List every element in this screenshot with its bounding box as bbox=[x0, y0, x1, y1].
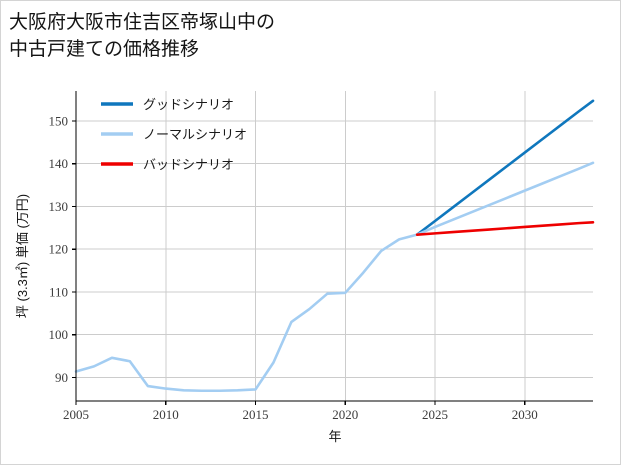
tick-labels: 2005 2010 2015 2020 2025 2030 90 100 110 120 130 14… bbox=[49, 113, 538, 422]
x-tick-label: 2010 bbox=[153, 407, 179, 422]
y-tick-label: 100 bbox=[49, 327, 69, 342]
y-tick-label: 150 bbox=[49, 113, 69, 128]
legend-label[interactable]: ノーマルシナリオ bbox=[143, 127, 247, 142]
y-tick-label: 140 bbox=[49, 156, 69, 171]
y-axis-title-group: 坪 (3.3㎡) 単価 (万円) bbox=[15, 194, 30, 318]
y-tick-label: 90 bbox=[55, 370, 68, 385]
series-line-bad bbox=[415, 220, 595, 236]
y-axis-title: 坪 (3.3㎡) 単価 (万円) bbox=[15, 194, 30, 318]
series-lines bbox=[74, 99, 595, 393]
x-tick-label: 2015 bbox=[243, 407, 269, 422]
x-tick-label: 2005 bbox=[63, 407, 89, 422]
y-tick-label: 110 bbox=[49, 284, 68, 299]
y-tick-label: 130 bbox=[49, 199, 69, 214]
series-line-normal bbox=[74, 161, 595, 393]
x-axis-title: 年 bbox=[328, 429, 341, 444]
series-line-good bbox=[415, 99, 595, 236]
legend-label[interactable]: グッドシナリオ bbox=[143, 97, 234, 112]
x-tick-label: 2030 bbox=[512, 407, 538, 422]
x-tick-label: 2025 bbox=[422, 407, 448, 422]
chart-title: 大阪府大阪市住吉区帝塚山中の 中古戸建ての価格推移 bbox=[9, 12, 276, 60]
legend-label[interactable]: バッドシナリオ bbox=[143, 157, 234, 172]
axes bbox=[72, 91, 593, 405]
y-tick-label: 120 bbox=[49, 242, 69, 257]
x-tick-label: 2020 bbox=[332, 407, 358, 422]
